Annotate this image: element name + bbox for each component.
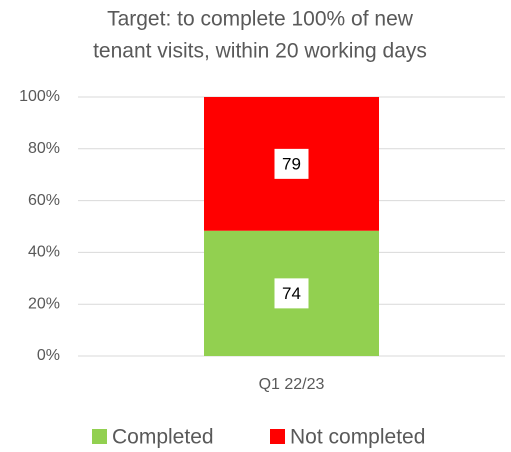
data-label-box <box>274 148 309 179</box>
legend-label: Not completed <box>290 426 425 449</box>
x-tick-label: Q1 22/23 <box>259 376 325 393</box>
legend-swatch <box>92 429 107 444</box>
chart-title: Target: to complete 100% of new <box>107 8 414 31</box>
chart-title: tenant visits, within 20 working days <box>93 40 427 63</box>
legend-label: Completed <box>112 426 214 449</box>
y-tick-label: 0% <box>37 347 60 364</box>
y-tick-label: 40% <box>28 244 60 261</box>
y-tick-label: 80% <box>28 140 60 157</box>
data-label-box <box>274 278 309 309</box>
legend-swatch <box>270 429 285 444</box>
y-tick-label: 60% <box>28 192 60 209</box>
y-tick-label: 100% <box>19 88 60 105</box>
data-label: 74 <box>282 284 301 303</box>
data-label: 79 <box>282 154 301 173</box>
y-tick-label: 20% <box>28 295 60 312</box>
